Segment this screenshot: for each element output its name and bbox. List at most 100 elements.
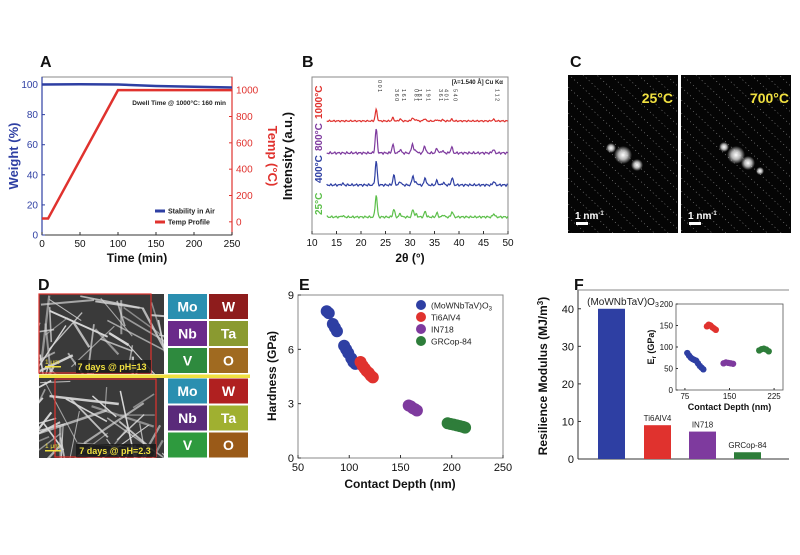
data-point--mownbtav-o3	[322, 307, 335, 320]
x-tick-label: 25	[380, 238, 392, 249]
y-tick-label: 6	[288, 344, 294, 356]
nanowire	[39, 397, 44, 404]
nanowire	[161, 452, 164, 457]
plot-frame	[311, 76, 509, 235]
legend-label: (MoWNbTaV)O3	[431, 301, 493, 313]
y-tick-label: 30	[562, 341, 574, 353]
y2-tick-label: 1000	[236, 86, 259, 97]
x-tick-label: 250	[494, 462, 512, 474]
diffraction-row	[568, 86, 678, 191]
diffraction-row	[661, 0, 800, 72]
legend-marker	[416, 300, 426, 310]
eds-map-mo	[168, 294, 207, 319]
diffraction-row	[610, 75, 678, 139]
x-tick-label: 10	[306, 238, 318, 249]
x-tick-label: 150	[148, 239, 165, 250]
panel-b-xrd-chart: 10 15 20 25 30 35 40 45 50 25°C 400°C 800°C 1000°C 0 …	[280, 76, 514, 265]
nanowire	[49, 309, 109, 338]
diffraction-row	[568, 151, 655, 233]
eds-map-label: V	[183, 437, 193, 453]
diffraction-row	[568, 125, 678, 230]
eds-map-v	[168, 432, 207, 458]
legend-marker	[416, 324, 426, 334]
diffraction-row	[548, 0, 718, 59]
nanowire	[39, 436, 50, 442]
legend-label-stability: Stability in Air	[168, 209, 215, 216]
x-tick-label: 50	[292, 462, 304, 474]
eds-map-nb	[168, 321, 207, 346]
peak-label: 1 6 1	[400, 89, 406, 101]
panel-a-tga-chart: 0 50 100 150 200 2500204060801000200400600800…	[6, 76, 280, 265]
peak-label: 1 9 1	[425, 89, 431, 101]
y-axis-title: Resilience Modulus (MJ/m3)	[536, 297, 550, 455]
inset-data-point	[729, 360, 737, 367]
x-tick-label: 150	[391, 462, 409, 474]
nanowire	[40, 299, 95, 306]
nanowire	[67, 352, 84, 374]
inset-y-tick-label: 100	[660, 343, 674, 352]
eds-map-label: Mo	[177, 299, 197, 315]
xrd-pattern-25c	[326, 195, 509, 219]
x-tick-label: 200	[443, 462, 461, 474]
nanowire	[44, 323, 52, 374]
diffraction-row	[723, 75, 791, 139]
y2-tick-label: 600	[236, 138, 253, 149]
inset-y-tick-label: 50	[664, 365, 673, 374]
nanowire	[39, 295, 51, 366]
data-point-in718	[410, 404, 423, 417]
eds-map-o	[209, 348, 248, 373]
panel-label-d: D	[38, 277, 50, 294]
panel-label-a: A	[40, 54, 52, 71]
central-spot	[727, 146, 745, 164]
x-tick-label: 0	[39, 239, 45, 250]
diffraction-row	[661, 0, 800, 85]
eds-map-o	[209, 432, 248, 458]
separator-bar	[39, 374, 250, 378]
bar-label: Ti6AlV4	[644, 414, 672, 423]
legend-label: IN718	[431, 325, 454, 335]
y-tick-label: 0	[32, 231, 38, 242]
scale-bar-bottom	[45, 450, 61, 452]
diffraction-row	[582, 75, 678, 165]
diffraction-row	[596, 75, 678, 152]
nanowire	[80, 295, 144, 310]
nanowire	[100, 297, 133, 337]
x-axis-title: 2θ (°)	[395, 251, 424, 265]
scale-bar-label-top: 1 μm	[45, 359, 60, 366]
bar--mownbtav-o3	[598, 308, 625, 459]
y2-tick-label: 800	[236, 112, 253, 123]
nanowire	[39, 423, 66, 432]
nanowire	[83, 402, 145, 445]
y-tick-label: 40	[562, 304, 574, 316]
peak-label: 0 8 1	[412, 89, 418, 101]
series-label: 400°C	[314, 155, 325, 183]
nanowire	[151, 439, 164, 458]
data-point--mownbtav-o3	[330, 325, 343, 338]
inset-x-tick-label: 75	[680, 392, 689, 401]
diffraction-row	[681, 151, 768, 233]
nanowire	[107, 319, 164, 351]
xrd-pattern-400c	[326, 160, 508, 188]
diffraction-row	[681, 164, 754, 233]
caption-ph2-3: 7 days @ pH=2.3	[79, 446, 151, 456]
eds-map-label: Ta	[221, 326, 237, 342]
dwell-annotation: Dwell Time @ 1000°C: 160 min	[132, 99, 226, 107]
panel-label-b: B	[302, 54, 314, 71]
nanowire	[123, 306, 164, 338]
inset-data-point	[765, 348, 772, 355]
nanowire	[59, 425, 62, 458]
panel-c-diffraction: 25°C 700°C 1 nm-1 1 nm-1	[548, 0, 800, 233]
eds-map-label: V	[183, 353, 193, 369]
y2-tick-label: 0	[236, 217, 242, 228]
nanowire	[39, 433, 61, 451]
legend-label-temp: Temp Profile	[168, 220, 210, 227]
x-tick-label: 15	[331, 238, 343, 249]
caption-ph13: 7 days @ pH=13	[77, 362, 146, 372]
diffraction-spot	[631, 159, 643, 171]
y2-axis-title: Temp (°C)	[265, 126, 280, 187]
nanowire	[39, 411, 53, 431]
nanowire	[45, 364, 50, 374]
x-tick-label: 45	[478, 238, 490, 249]
nanowire	[48, 312, 83, 350]
legend-label: GRCop-84	[431, 337, 472, 347]
